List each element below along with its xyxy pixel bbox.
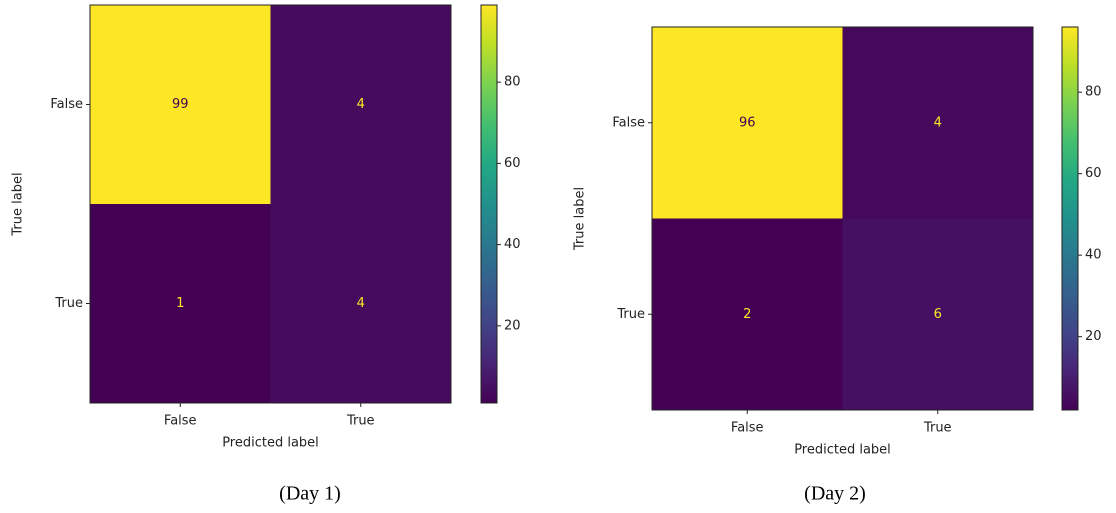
colorbar-tick-label: 60 (1085, 166, 1102, 181)
cell-label: 96 (739, 115, 756, 130)
cell (90, 204, 271, 404)
x-tick-label: True (923, 421, 952, 436)
cell-label: 1 (176, 296, 184, 311)
x-tick-label: False (731, 421, 764, 436)
cell-label: 6 (934, 307, 942, 322)
cell (842, 27, 1034, 219)
cell-label: 99 (172, 97, 189, 112)
cell (90, 5, 271, 205)
y-axis-label: True label (573, 187, 588, 251)
axes-frame (89, 4, 452, 404)
colorbar-tick-label: 80 (504, 75, 521, 90)
y-tick-label: False (612, 115, 645, 130)
colorbar-tick-label: 60 (504, 156, 521, 171)
colorbar-tick-label: 80 (1085, 85, 1102, 100)
y-axis-label: True label (11, 172, 26, 236)
y-tick-label: True (54, 296, 83, 311)
x-axis-label: Predicted label (222, 436, 319, 451)
colorbar-tick-label: 40 (504, 237, 521, 252)
cell (652, 218, 843, 411)
colorbar (480, 4, 498, 404)
colorbar-tick-label: 40 (1085, 248, 1102, 263)
colorbar-tick-label: 20 (504, 318, 521, 333)
cell-label: 4 (357, 97, 365, 112)
axes-frame (651, 26, 1034, 411)
colorbar-tick-label: 20 (1085, 329, 1102, 344)
x-tick-label: False (164, 414, 197, 429)
cell (270, 204, 452, 404)
caption: (Day 2) (804, 483, 866, 505)
x-axis-label: Predicted label (794, 443, 891, 458)
y-tick-label: True (616, 307, 645, 322)
cell-label: 4 (934, 115, 942, 130)
x-tick-label: True (346, 414, 375, 429)
cell (652, 27, 843, 219)
cell (842, 218, 1034, 411)
cell (270, 5, 452, 205)
cell-label: 2 (743, 307, 751, 322)
caption: (Day 1) (279, 483, 341, 505)
colorbar (1061, 26, 1079, 411)
y-tick-label: False (50, 97, 83, 112)
cell-label: 4 (357, 296, 365, 311)
